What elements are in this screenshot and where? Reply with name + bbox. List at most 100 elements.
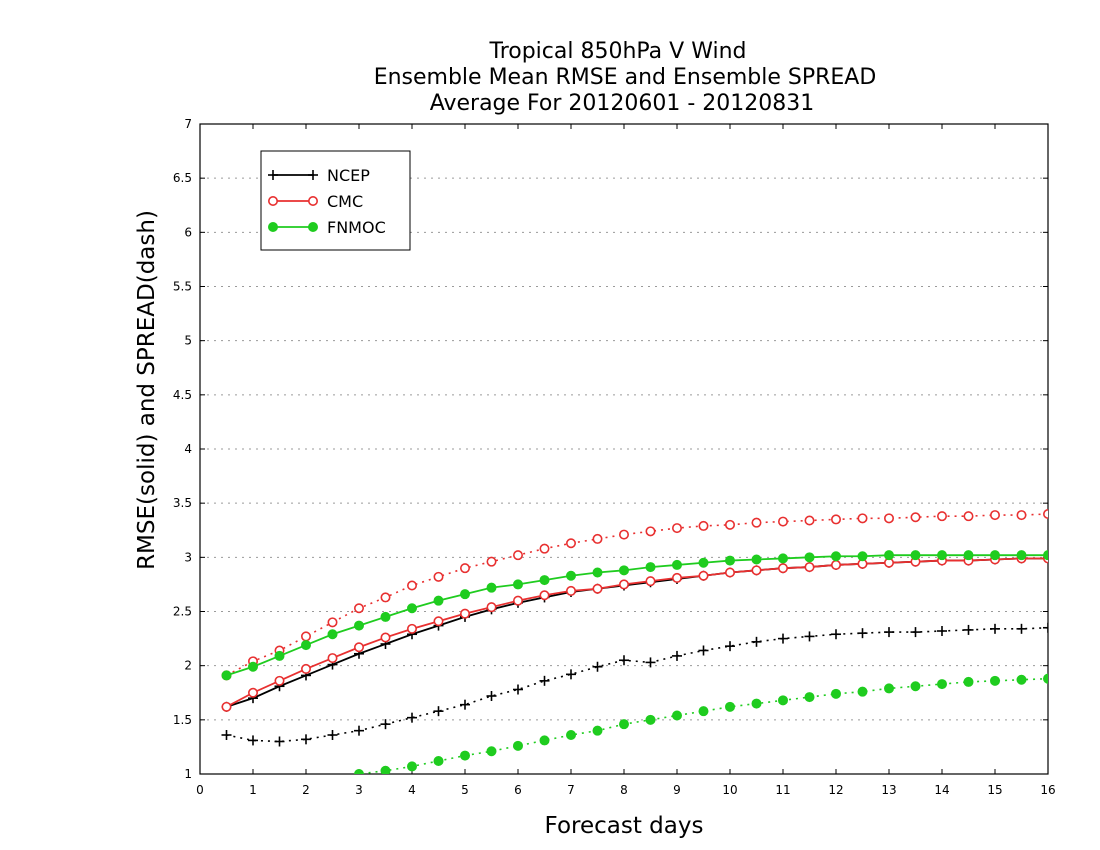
cmc-spread-point-28 (963, 511, 974, 522)
legend-label-cmc: CMC (327, 192, 363, 211)
cmc-rmse-point-1 (248, 687, 259, 698)
legend-marker-left (268, 222, 278, 232)
fnmoc-rmse-point-13 (566, 570, 576, 581)
fnmoc-spread-point-27 (937, 679, 947, 690)
ncep-spread-point-31 (1043, 622, 1048, 633)
fnmoc-spread-point-14 (592, 725, 603, 736)
cmc-rmse-point-21 (777, 563, 788, 574)
cmc-spread-point-10 (486, 556, 497, 567)
ncep-spread-point-4 (327, 730, 338, 740)
fnmoc-rmse-point-17 (672, 559, 682, 570)
legend-marker-left (267, 196, 278, 207)
fnmoc-rmse-point-3 (301, 640, 311, 651)
legend-item-fnmoc: FNMOC (268, 218, 386, 237)
fnmoc-spread-point-8 (433, 756, 444, 766)
cmc-spread-point-26 (910, 512, 921, 523)
y-tick-label-9: 5.5 (173, 280, 192, 294)
y-tick-label-10: 6 (184, 225, 192, 239)
cmc-rmse-point-16 (645, 576, 656, 587)
ncep-spread-point-6 (380, 719, 391, 730)
fnmoc-rmse-point-25 (884, 550, 894, 561)
ncep-spread-point-30 (1016, 623, 1027, 634)
y-tick-label-3: 2.5 (173, 605, 192, 619)
fnmoc-rmse-point-10 (486, 582, 497, 593)
fnmoc-rmse-point-18 (698, 557, 709, 568)
fnmoc-spread-point-25 (884, 683, 894, 694)
cmc-spread-point-24 (857, 513, 868, 524)
fnmoc-spread-point-10 (486, 746, 497, 757)
fnmoc-rmse-point-27 (937, 550, 947, 561)
ncep-spread-point-2 (274, 736, 285, 747)
fnmoc-rmse-point-21 (778, 553, 788, 564)
fnmoc-rmse-point-2 (274, 650, 285, 661)
fnmoc-rmse-point-5 (354, 620, 364, 631)
cmc-rmse-point-8 (433, 616, 444, 627)
fnmoc-spread-point-26 (910, 681, 921, 692)
ncep-spread-point-23 (831, 629, 841, 640)
cmc-spread-point-23 (830, 514, 841, 525)
cmc-rmse-point-18 (698, 570, 709, 581)
ncep-spread-point-28 (963, 624, 974, 635)
cmc-spread-point-6 (380, 592, 391, 603)
fnmoc-spread-point-21 (778, 695, 788, 706)
cmc-spread-point-18 (698, 520, 709, 531)
x-tick-label-4: 4 (408, 783, 416, 797)
fnmoc-spread-point-7 (407, 761, 417, 772)
fnmoc-spread-point-29 (990, 675, 1000, 686)
cmc-spread-point-11 (512, 550, 523, 561)
cmc-spread-point-20 (751, 517, 762, 528)
fnmoc-rmse-point-6 (380, 611, 391, 622)
series-layer (221, 509, 1048, 774)
ncep-spread-point-14 (592, 661, 603, 672)
ncep-rmse-line (226, 557, 1048, 708)
fnmoc-spread-point-11 (513, 740, 523, 751)
series-cmc (221, 509, 1048, 712)
cmc-rmse-point-6 (380, 632, 391, 643)
fnmoc-spread-point-17 (672, 710, 682, 721)
title-line-1: Tropical 850hPa V Wind (488, 39, 746, 64)
ncep-spread-point-5 (354, 725, 364, 736)
ncep-spread-point-15 (619, 655, 629, 666)
fnmoc-spread-line (349, 677, 1048, 774)
fnmoc-rmse-point-23 (831, 551, 841, 562)
fnmoc-rmse-point-4 (327, 629, 338, 640)
title-line-3: Average For 20120601 - 20120831 (430, 91, 815, 116)
y-axis-label: RMSE(solid) and SPREAD(dash) (134, 210, 160, 570)
y-tick-label-12: 7 (184, 117, 192, 131)
cmc-rmse-point-23 (830, 559, 841, 570)
fnmoc-spread-point-9 (460, 750, 470, 761)
fnmoc-spread-point-22 (804, 692, 815, 703)
fnmoc-spread-point-5 (354, 769, 364, 774)
ncep-spread-point-24 (857, 628, 868, 639)
cmc-rmse-point-22 (804, 562, 815, 573)
fnmoc-spread-point-20 (751, 698, 762, 709)
cmc-spread-point-7 (406, 580, 417, 591)
x-tick-label-15: 15 (987, 783, 1002, 797)
y-tick-label-2: 2 (184, 659, 192, 673)
x-tick-label-7: 7 (567, 783, 575, 797)
cmc-rmse-point-7 (406, 623, 417, 634)
fnmoc-spread-point-12 (539, 735, 550, 746)
legend-item-cmc: CMC (267, 192, 363, 211)
cmc-rmse-point-12 (539, 590, 550, 601)
cmc-rmse-point-4 (327, 653, 338, 664)
ncep-spread-point-22 (804, 631, 815, 642)
ncep-spread-point-29 (990, 623, 1000, 634)
legend-marker-left (268, 170, 278, 180)
ncep-spread-point-10 (486, 691, 497, 701)
x-tick-label-11: 11 (775, 783, 790, 797)
y-axis-ticks: 1 1.5 2 2.5 3 3.5 4 4.5 5 5.5 6 6.5 7 (173, 117, 1048, 781)
x-tick-label-1: 1 (249, 783, 257, 797)
cmc-rmse-point-14 (592, 583, 603, 594)
ncep-spread-point-0 (221, 730, 232, 740)
x-tick-label-0: 0 (196, 783, 204, 797)
x-tick-label-10: 10 (722, 783, 737, 797)
cmc-rmse-point-13 (565, 585, 576, 596)
cmc-spread-point-21 (777, 516, 788, 527)
fnmoc-rmse-point-30 (1016, 550, 1027, 561)
ncep-spread-point-7 (407, 712, 417, 723)
x-tick-label-9: 9 (673, 783, 681, 797)
fnmoc-rmse-point-8 (433, 595, 444, 606)
cmc-rmse-line (226, 557, 1048, 708)
